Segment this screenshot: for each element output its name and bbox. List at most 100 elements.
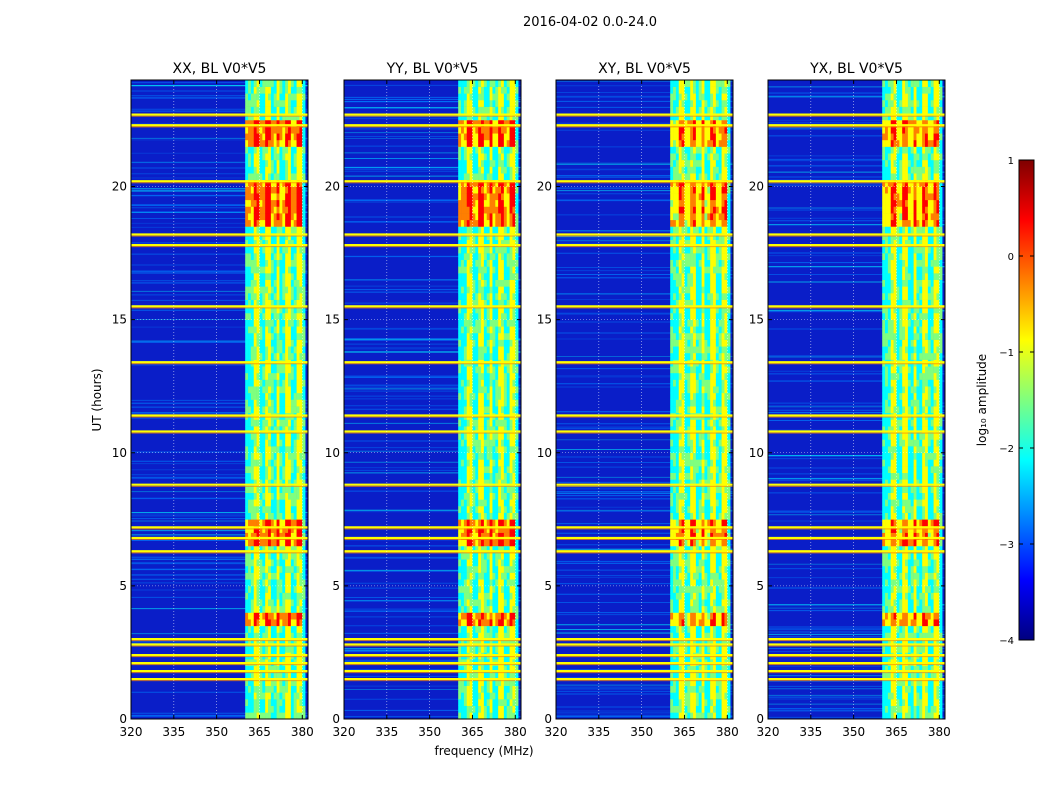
heatmap-cell <box>675 572 680 580</box>
heatmap-cell <box>475 506 479 513</box>
heatmap-cell <box>293 459 297 467</box>
heatmap-cell <box>273 639 277 647</box>
heatmap-cell <box>489 565 493 573</box>
heatmap-cell <box>478 712 482 719</box>
heatmap-cell <box>268 199 272 207</box>
heatmap-cell <box>262 712 266 719</box>
heatmap-cell <box>670 259 674 267</box>
heatmap-cell <box>466 279 470 287</box>
heatmap-cell <box>299 499 303 507</box>
heatmap-cell <box>282 372 286 380</box>
heatmap-cell <box>270 399 275 407</box>
heatmap-cell <box>469 499 473 507</box>
heatmap-cell <box>498 612 502 620</box>
heatmap-cell <box>475 159 479 167</box>
heatmap-cell <box>302 259 306 267</box>
heatmap-cell <box>248 552 252 560</box>
heatmap-cell <box>492 419 496 427</box>
heatmap-cell <box>256 492 260 500</box>
heatmap-cell <box>472 419 476 427</box>
heatmap-cell <box>293 326 297 334</box>
heatmap-cell <box>486 486 490 493</box>
heatmap-cell <box>489 519 493 527</box>
heatmap-cell <box>290 273 295 280</box>
heatmap-cell <box>515 113 519 121</box>
x-tick-label: 350 <box>418 725 441 739</box>
heatmap-cell <box>461 572 465 580</box>
heatmap-cell <box>673 259 677 267</box>
heatmap-cell <box>483 299 488 307</box>
heatmap-cell <box>481 519 485 527</box>
heatmap-cell <box>265 199 269 207</box>
heatmap-cell <box>279 299 283 307</box>
heatmap-cell <box>463 419 468 427</box>
heatmap-cell <box>288 293 292 300</box>
heatmap-cell <box>492 406 496 414</box>
heatmap-cell <box>279 672 283 680</box>
heatmap-cell <box>478 213 482 221</box>
heatmap-cell <box>262 565 266 573</box>
heatmap-cell <box>492 99 496 107</box>
heatmap-cell <box>268 605 272 613</box>
heatmap-cell <box>288 226 292 234</box>
heatmap-cell <box>270 479 275 487</box>
heatmap-cell <box>290 253 295 261</box>
heatmap-cell <box>290 286 295 294</box>
heatmap-cell <box>512 432 516 440</box>
heatmap-cell <box>293 339 297 347</box>
heatmap-cell <box>466 419 470 427</box>
heatmap-cell <box>469 612 473 620</box>
heatmap-cell <box>458 565 462 573</box>
heatmap-cell <box>681 259 685 267</box>
heatmap-cell <box>299 579 303 587</box>
heatmap-cell <box>515 326 519 334</box>
heatmap-cell <box>673 406 677 414</box>
heatmap-cell <box>673 585 677 593</box>
heatmap-cell <box>259 266 263 274</box>
heatmap-cell <box>276 339 280 347</box>
heatmap-cell <box>503 579 508 587</box>
heatmap-cell <box>483 233 488 241</box>
heatmap-cell <box>259 432 263 440</box>
heatmap-cell <box>458 306 462 314</box>
heatmap-cell <box>503 312 508 320</box>
heatmap-cell <box>276 539 280 547</box>
heatmap-cell <box>268 565 272 573</box>
heatmap-cell <box>478 625 482 633</box>
heatmap-cell <box>503 279 508 287</box>
heatmap-cell <box>678 86 682 94</box>
heatmap-cell <box>486 499 490 507</box>
heatmap-cell <box>256 679 260 687</box>
heatmap-cell <box>515 99 519 107</box>
heatmap-cell <box>492 399 496 407</box>
heatmap-cell <box>296 366 300 374</box>
heatmap-cell <box>282 306 286 314</box>
heatmap-cell <box>250 246 255 254</box>
heatmap-cell <box>503 459 508 467</box>
heatmap-cell <box>481 299 485 307</box>
heatmap-cell <box>458 525 462 533</box>
heatmap-cell <box>262 446 266 454</box>
heatmap-cell <box>481 585 485 593</box>
heatmap-cell <box>466 685 470 693</box>
heatmap-cell <box>259 119 263 127</box>
heatmap-cell <box>279 179 283 187</box>
heatmap-cell <box>469 186 473 194</box>
heatmap-cell <box>296 99 300 107</box>
heatmap-cell <box>285 426 289 434</box>
heatmap-cell <box>681 293 685 300</box>
heatmap-cell <box>670 519 674 527</box>
heatmap-cell <box>509 326 513 334</box>
heatmap-cell <box>486 233 490 241</box>
heatmap-cell <box>276 293 280 300</box>
heatmap-cell <box>293 386 297 394</box>
heatmap-cell <box>288 639 292 647</box>
heatmap-cell <box>461 665 465 673</box>
heatmap-cell <box>299 446 303 454</box>
heatmap-cell <box>461 625 465 633</box>
heatmap-cell <box>458 592 462 600</box>
heatmap-cell <box>501 293 505 300</box>
heatmap-cell <box>285 452 289 460</box>
heatmap-cell <box>498 472 502 480</box>
heatmap-cell <box>512 459 516 467</box>
